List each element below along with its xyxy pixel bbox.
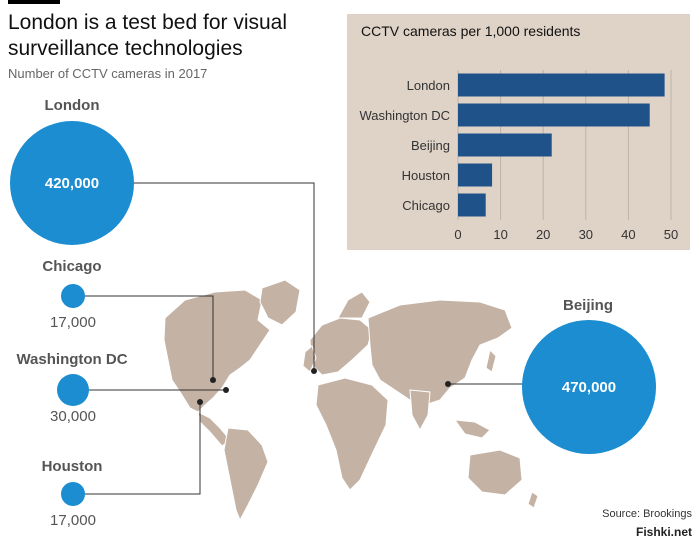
chicago-value: 17,000	[50, 314, 96, 331]
category-label: Beijing	[411, 138, 450, 153]
category-label: Houston	[402, 168, 450, 183]
x-tick-label: 50	[664, 227, 678, 242]
watermark: Fishki.net	[635, 525, 692, 539]
washington-value: 30,000	[50, 408, 96, 425]
page-subtitle: Number of CCTV cameras in 2017	[8, 66, 208, 81]
london-connector	[104, 182, 315, 371]
washington-marker	[223, 387, 229, 393]
beijing-bubble: 470,000	[522, 320, 656, 454]
bar	[458, 73, 665, 97]
southeast-asia-islands	[453, 419, 491, 439]
bar	[458, 133, 552, 157]
source-note: Source: Brookings	[602, 508, 692, 520]
beijing-marker	[445, 381, 451, 387]
washington-label: Washington DC	[16, 351, 128, 368]
inset-chart-panel: CCTV cameras per 1,000 residents 0 10 20 30…	[347, 14, 690, 250]
houston-value: 17,000	[50, 512, 96, 529]
new-zealand-landmass	[527, 491, 539, 509]
houston-connector	[73, 402, 201, 495]
chicago-marker	[210, 377, 216, 383]
bar	[458, 163, 493, 187]
london-bubble: 420,000	[10, 121, 134, 245]
greenland-landmass	[259, 279, 301, 326]
london-label: London	[44, 97, 100, 114]
x-tick-label: 40	[621, 227, 635, 242]
bar	[458, 193, 486, 217]
bar	[458, 103, 650, 127]
inset-chart-title: CCTV cameras per 1,000 residents	[361, 23, 581, 39]
category-label: Washington DC	[359, 108, 450, 123]
chicago-connector	[73, 295, 214, 380]
washington-bubble	[57, 374, 89, 406]
uk-landmass	[302, 345, 317, 373]
europe-landmass	[309, 317, 373, 376]
x-tick-label: 0	[454, 227, 461, 242]
south-america-landmass	[223, 427, 269, 522]
beijing-value: 470,000	[561, 378, 617, 396]
x-tick-label: 10	[493, 227, 507, 242]
chicago-label: Chicago	[42, 258, 102, 275]
category-label: London	[407, 78, 450, 93]
london-marker	[311, 368, 317, 374]
x-tick-label: 20	[536, 227, 550, 242]
scandinavia-landmass	[337, 291, 371, 319]
houston-bubble	[61, 482, 85, 506]
x-tick-label: 30	[579, 227, 593, 242]
japan-landmass	[485, 349, 497, 373]
beijing-label: Beijing	[562, 297, 614, 314]
houston-label: Houston	[41, 458, 103, 475]
page-title: London is a test bed for visual surveill…	[8, 11, 288, 60]
india-landmass	[409, 389, 431, 432]
north-america-landmass	[163, 289, 271, 413]
chicago-bubble	[61, 284, 85, 308]
london-value: 420,000	[44, 174, 100, 192]
africa-landmass	[315, 377, 389, 491]
houston-marker	[197, 399, 203, 405]
australia-landmass	[467, 449, 523, 496]
inset-bar-chart: 0 10 20 30 40 50 London Washington DC Beijing Hou…	[359, 70, 678, 242]
asia-landmass	[367, 299, 513, 406]
category-label: Chicago	[402, 198, 450, 213]
header-rule	[8, 0, 60, 4]
